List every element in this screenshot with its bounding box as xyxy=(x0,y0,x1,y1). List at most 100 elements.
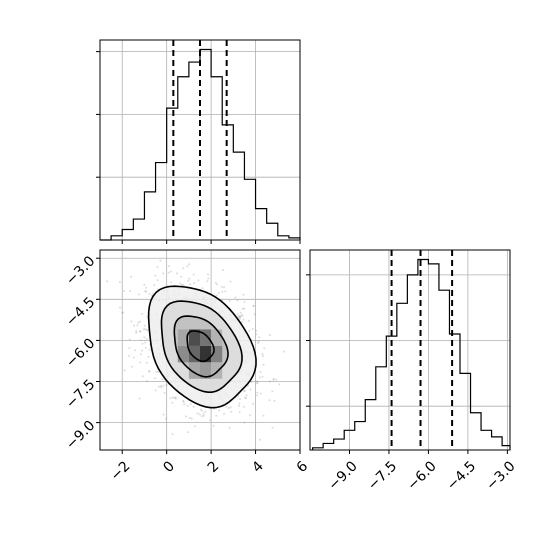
sample-point xyxy=(135,330,138,333)
sample-point xyxy=(225,405,228,408)
sample-point xyxy=(139,353,142,356)
sample-point xyxy=(139,330,142,333)
sample-point xyxy=(139,361,142,364)
sample-point xyxy=(256,391,259,394)
sample-point xyxy=(190,417,193,420)
sample-point xyxy=(222,286,225,289)
density-cell-5 xyxy=(211,345,223,363)
sample-point xyxy=(182,399,185,402)
sample-point xyxy=(106,280,109,283)
sample-point xyxy=(283,350,286,353)
sample-point xyxy=(186,431,189,434)
sample-point xyxy=(255,333,258,336)
sample-point xyxy=(185,415,187,418)
sample-point xyxy=(263,347,266,350)
contour-x-tick-label-1: 0 xyxy=(160,458,178,476)
sample-point xyxy=(268,380,271,383)
sample-point xyxy=(167,271,170,274)
density-cell-3 xyxy=(200,345,212,363)
sample-point xyxy=(262,355,264,358)
sample-point xyxy=(188,263,191,266)
sample-point xyxy=(273,377,275,380)
sample-point xyxy=(160,386,163,389)
sample-point xyxy=(256,381,259,384)
sample-point xyxy=(241,320,244,323)
sample-point xyxy=(119,306,121,309)
sample-point xyxy=(145,337,148,340)
panel-xy-contour: −2 0 2 4 6 −3.0 −4.5 −6.0 −7.5 −9.0 xyxy=(63,249,311,484)
sample-point xyxy=(161,378,164,380)
sample-point xyxy=(171,396,174,399)
sample-point xyxy=(243,396,246,399)
sample-point xyxy=(230,410,233,413)
sample-point xyxy=(255,382,258,385)
density-cell-4 xyxy=(200,329,212,346)
y-hist-x-tick-label-3: −4.5 xyxy=(444,458,479,493)
sample-point xyxy=(141,375,144,378)
sample-point xyxy=(186,265,189,268)
sample-point xyxy=(144,328,147,331)
sample-point xyxy=(159,259,162,262)
sample-point xyxy=(157,370,160,373)
sample-point xyxy=(145,361,148,364)
sample-point xyxy=(207,277,210,280)
sample-point xyxy=(212,424,215,427)
sample-point xyxy=(236,299,239,302)
sample-point xyxy=(148,348,151,351)
sample-point xyxy=(142,328,145,331)
sample-point xyxy=(148,293,151,295)
sample-point xyxy=(234,296,237,299)
sample-point xyxy=(257,342,259,344)
sample-point xyxy=(202,412,205,415)
sample-point xyxy=(220,285,223,288)
density-cell-0 xyxy=(177,345,189,363)
sample-point xyxy=(209,419,211,422)
contour-y-tick-label-4: −9.0 xyxy=(63,418,98,453)
sample-point xyxy=(162,272,165,275)
sample-point xyxy=(262,363,265,366)
sample-point xyxy=(134,349,137,352)
sample-point xyxy=(170,281,173,284)
sample-point xyxy=(143,336,146,339)
sample-point xyxy=(216,283,219,286)
sample-point xyxy=(143,324,146,327)
sample-point xyxy=(141,312,144,315)
sample-point xyxy=(179,282,182,285)
sample-point xyxy=(197,279,200,282)
sample-point xyxy=(259,392,262,395)
sample-point xyxy=(214,281,217,284)
density-cell-9 xyxy=(211,329,223,346)
sample-point xyxy=(239,398,242,400)
sample-point xyxy=(248,319,251,322)
sample-point xyxy=(176,272,178,275)
sample-point xyxy=(128,354,131,357)
sample-point xyxy=(162,384,165,387)
sample-point xyxy=(236,313,239,316)
sample-point xyxy=(245,397,248,400)
sample-point xyxy=(129,290,132,292)
sample-point xyxy=(202,414,205,417)
sample-point xyxy=(154,274,157,277)
sample-point xyxy=(243,300,246,303)
sample-point xyxy=(245,394,248,397)
sample-point xyxy=(238,316,241,319)
sample-point xyxy=(180,283,183,286)
sample-point xyxy=(253,313,256,316)
contour-line-1 xyxy=(160,300,243,393)
sample-point xyxy=(159,384,162,387)
sample-point xyxy=(262,414,265,417)
sample-point xyxy=(165,417,168,420)
sample-point xyxy=(237,315,240,318)
sample-point xyxy=(201,409,203,412)
sample-point xyxy=(148,370,151,373)
density-cell-10 xyxy=(211,362,223,379)
sample-point xyxy=(261,375,264,378)
sample-point xyxy=(238,404,241,407)
sample-point xyxy=(221,290,224,293)
sample-point xyxy=(147,355,150,358)
sample-point xyxy=(193,282,195,285)
sample-point xyxy=(173,396,176,399)
histogram-steps xyxy=(312,258,511,450)
sample-point xyxy=(248,329,251,332)
sample-point xyxy=(174,397,177,400)
